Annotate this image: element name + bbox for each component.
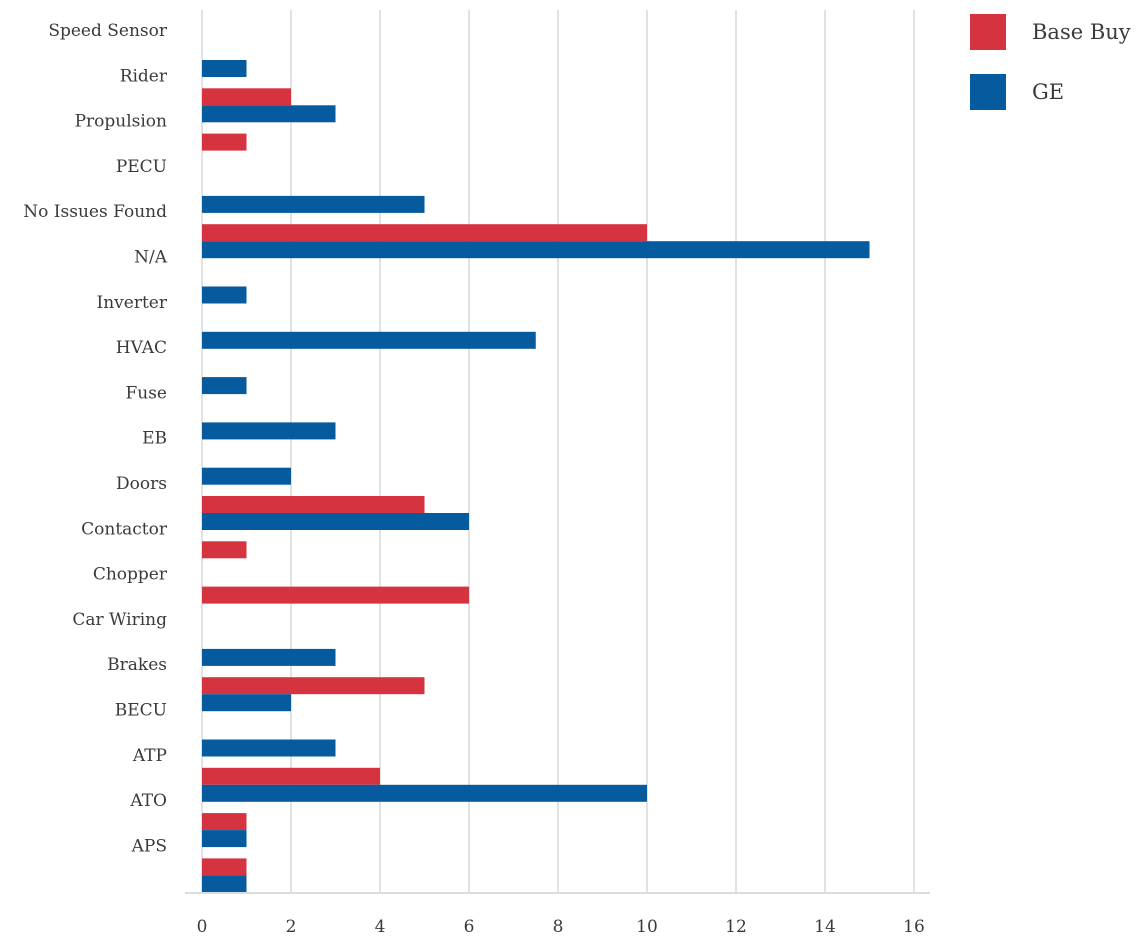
category-label: BECU [115, 701, 167, 721]
bar-base-buy [202, 813, 247, 831]
legend-swatch-ge [970, 74, 1006, 110]
bar-ge [202, 875, 247, 893]
bar-ge [202, 377, 247, 395]
bar-base-buy [202, 677, 425, 695]
category-label: ATO [129, 791, 167, 811]
bar-ge [202, 830, 247, 848]
category-label: HVAC [116, 338, 167, 358]
bar-ge [202, 422, 336, 440]
category-label: Car Wiring [72, 610, 167, 630]
bar-base-buy [202, 767, 380, 785]
category-label: Chopper [93, 565, 168, 585]
bar-ge [202, 195, 425, 213]
legend-label-base-buy: Base Buy [1032, 20, 1131, 44]
category-label: No Issues Found [23, 202, 167, 222]
bar-base-buy [202, 858, 247, 876]
x-tick-labels: 0 2 4 6 8 10 12 14 16 [197, 917, 925, 937]
bar-ge [202, 739, 336, 757]
x-tick-label: 16 [903, 917, 925, 937]
bar-ge [202, 784, 647, 802]
bar-base-buy [202, 88, 291, 106]
category-label: Brakes [107, 655, 167, 675]
category-label: Propulsion [75, 112, 167, 132]
bar-base-buy [202, 133, 247, 151]
bar-base-buy [202, 541, 247, 559]
x-tick-label: 4 [375, 917, 386, 937]
legend-item-ge: GE [970, 68, 1131, 116]
x-tick-label: 2 [286, 917, 297, 937]
gridlines [201, 10, 915, 893]
legend: Base Buy GE [970, 8, 1131, 128]
x-tick-label: 10 [636, 917, 658, 937]
category-label: Contactor [81, 519, 168, 539]
x-tick-label: 6 [464, 917, 475, 937]
category-label: Doors [116, 474, 167, 494]
category-label: Rider [120, 66, 168, 86]
bar-ge [202, 648, 336, 666]
category-labels: Speed Sensor Rider Propulsion PECU No Issues… [23, 21, 168, 856]
bar-ge [202, 467, 291, 485]
bar-ge [202, 286, 247, 304]
category-label: N/A [134, 248, 168, 268]
category-label: Inverter [97, 293, 168, 313]
category-label: EB [142, 429, 167, 449]
x-tick-label: 8 [553, 917, 564, 937]
x-tick-label: 0 [197, 917, 208, 937]
category-label: ATP [132, 746, 167, 766]
bar-base-buy [202, 224, 647, 242]
x-tick-label: 12 [725, 917, 747, 937]
legend-swatch-base-buy [970, 14, 1006, 50]
category-label: Speed Sensor [48, 21, 168, 41]
bar-base-buy [202, 496, 425, 513]
category-label: PECU [116, 157, 167, 177]
bar-base-buy [202, 586, 469, 604]
category-label: APS [131, 836, 167, 856]
bar-ge [202, 513, 469, 530]
bar-ge [202, 694, 291, 712]
category-label: Fuse [125, 383, 167, 403]
bar-ge [202, 241, 870, 259]
bar-ge [202, 60, 247, 77]
bars [202, 60, 870, 893]
bar-ge [202, 105, 336, 123]
x-tick-label: 14 [814, 917, 836, 937]
legend-label-ge: GE [1032, 80, 1065, 104]
legend-item-base-buy: Base Buy [970, 8, 1131, 56]
bar-ge [202, 331, 536, 349]
